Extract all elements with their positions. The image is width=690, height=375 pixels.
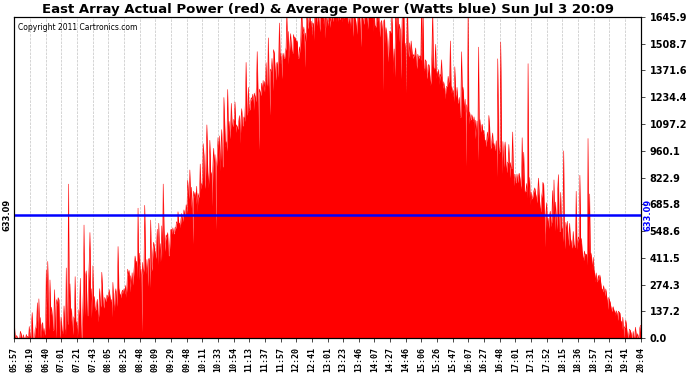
Title: East Array Actual Power (red) & Average Power (Watts blue) Sun Jul 3 20:09: East Array Actual Power (red) & Average … xyxy=(41,3,613,16)
Text: 633.09: 633.09 xyxy=(2,199,11,231)
Text: Copyright 2011 Cartronics.com: Copyright 2011 Cartronics.com xyxy=(17,23,137,32)
Text: 633.09: 633.09 xyxy=(644,199,653,231)
